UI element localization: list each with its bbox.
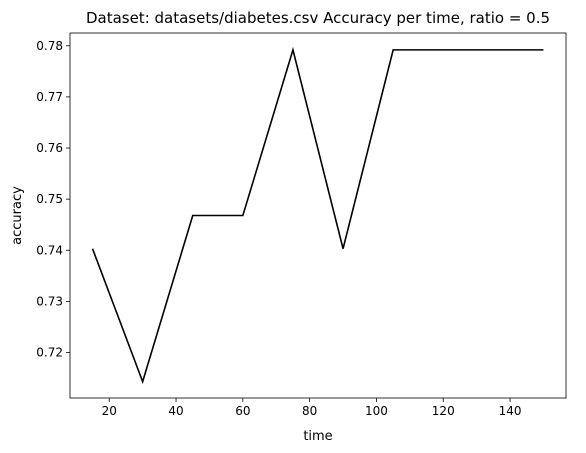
y-axis-ticks: 0.72 0.73 0.74 0.75 0.76 0.77 0.78 xyxy=(36,39,70,360)
series-line-0 xyxy=(91,46,544,385)
series-layer xyxy=(91,46,544,385)
y-tick-label: 0.78 xyxy=(36,39,63,53)
y-tick-label: 0.75 xyxy=(36,192,63,206)
x-tick-label: 20 xyxy=(102,404,117,418)
x-tick-label: 120 xyxy=(432,404,455,418)
y-tick-label: 0.77 xyxy=(36,90,63,104)
x-tick-label: 80 xyxy=(302,404,317,418)
y-tick-label: 0.72 xyxy=(36,346,63,360)
x-tick-label: 40 xyxy=(168,404,183,418)
chart-title: Dataset: datasets/diabetes.csv Accuracy … xyxy=(86,9,550,27)
y-tick-label: 0.76 xyxy=(36,141,63,155)
x-tick-label: 100 xyxy=(365,404,388,418)
y-tick-label: 0.73 xyxy=(36,294,63,308)
x-tick-label: 140 xyxy=(499,404,522,418)
plot-area xyxy=(69,32,567,399)
y-axis-label: accuracy xyxy=(10,186,25,245)
y-tick-label: 0.74 xyxy=(36,243,63,257)
x-axis-label: time xyxy=(303,429,332,444)
x-axis-ticks: 20 40 60 80 100 120 140 xyxy=(102,398,522,418)
x-tick-label: 60 xyxy=(235,404,250,418)
